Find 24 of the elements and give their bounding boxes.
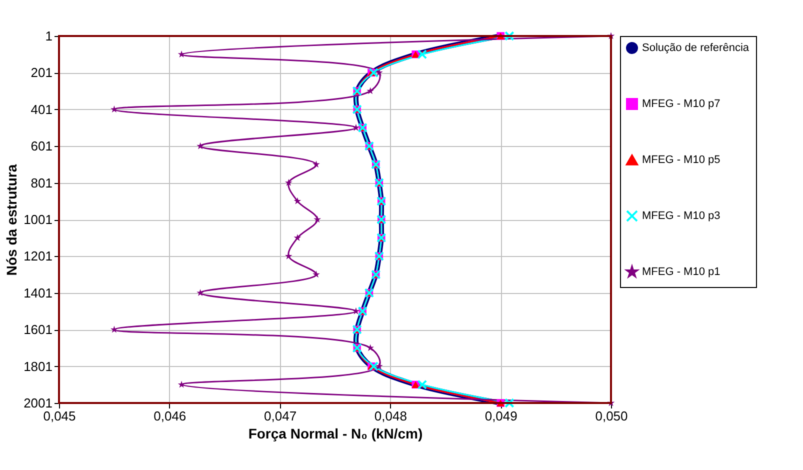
y-tick-label: 801 — [30, 175, 52, 190]
x-tick-label: 0,048 — [374, 408, 407, 424]
legend-label: Solução de referência — [642, 42, 750, 54]
y-tick-label: 1201 — [24, 248, 52, 264]
y-tick-label: 601 — [30, 138, 52, 154]
y-tick-label: 2001 — [24, 396, 52, 410]
legend-label: MFEG - M10 p5 — [642, 154, 720, 166]
y-tick-label: 1401 — [24, 285, 52, 300]
x-tick-label: 0,046 — [154, 408, 186, 424]
y-tick-label: 1 — [45, 28, 52, 44]
x-tick-label: 0,050 — [595, 408, 628, 424]
x-tick-label: 0,049 — [484, 408, 518, 424]
legend-label: MFEG - M10 p7 — [642, 98, 720, 110]
y-tick-label: 1801 — [24, 358, 52, 374]
y-axis-title: Nós da estrutura — [4, 164, 20, 276]
y-tick-label: 1601 — [24, 322, 52, 338]
y-tick-label: 401 — [30, 102, 52, 117]
x-tick-label: 0,047 — [264, 408, 297, 424]
y-tick-label: 201 — [30, 65, 52, 80]
x-tick-label: 0,045 — [43, 408, 76, 424]
legend-label: MFEG - M10 p3 — [642, 210, 720, 222]
legend-label: MFEG - M10 p1 — [642, 266, 720, 278]
x-axis-title: Força Normal - N₀ (kN/cm) — [248, 426, 423, 442]
y-tick-label: 1001 — [24, 212, 52, 227]
